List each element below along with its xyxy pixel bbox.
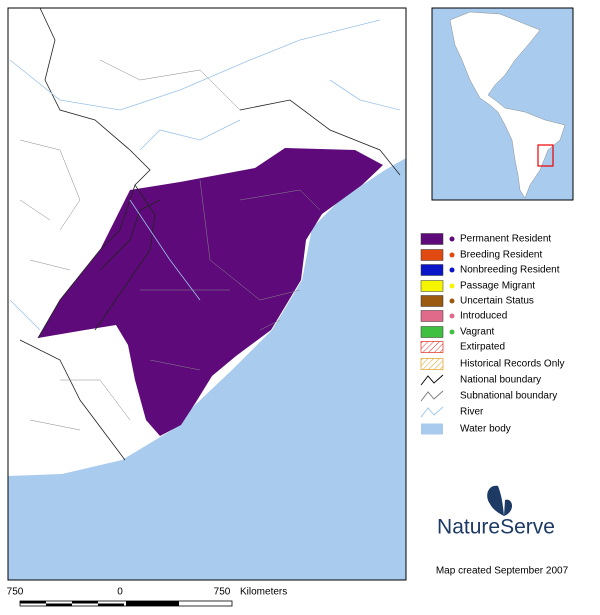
legend-swatch	[420, 280, 444, 292]
logo-butterfly	[487, 485, 513, 516]
legend-swatch	[420, 341, 444, 353]
legend-dot	[449, 283, 455, 289]
legend-label: Introduced	[460, 311, 507, 322]
main-map-frame	[7, 7, 407, 581]
legend-label: River	[460, 407, 484, 418]
legend-swatch	[420, 295, 444, 307]
legend-line	[420, 390, 444, 402]
legend-swatch	[421, 423, 443, 435]
inset-map	[432, 8, 573, 200]
map-shape	[20, 601, 46, 604]
map-shape	[98, 603, 124, 606]
legend-swatch	[420, 264, 444, 276]
legend-label: Vagrant	[460, 327, 495, 338]
legend-swatch	[420, 233, 444, 245]
inset-extent-box	[537, 144, 554, 167]
main-map	[8, 8, 406, 580]
river	[9, 19, 401, 331]
legend-dot	[449, 329, 455, 335]
map-shape	[46, 603, 72, 606]
legend-dot	[449, 298, 455, 304]
legend-dot	[449, 313, 455, 319]
legend-dot	[449, 267, 455, 273]
map-shape	[126, 601, 179, 606]
logo: NatureServe	[437, 485, 555, 539]
legend-line	[420, 406, 444, 418]
legend-line	[420, 374, 444, 386]
map-shape	[72, 601, 98, 604]
legend: Permanent Resident Breeding Resident Nonbr…	[420, 233, 564, 435]
legend-swatch	[420, 358, 444, 370]
national-boundary	[19, 8, 401, 461]
range-permanent-resident	[38, 148, 383, 436]
scale-unit: Kilometers	[240, 587, 287, 598]
legend-label: National boundary	[460, 375, 541, 386]
legend-label: Nonbreeding Resident	[460, 265, 560, 276]
legend-label: Passage Migrant	[460, 281, 535, 292]
legend-swatch	[420, 310, 444, 322]
legend-label: Subnational boundary	[460, 391, 557, 402]
legend-label: Extirpated	[460, 342, 505, 353]
logo-text: NatureServe	[437, 516, 555, 539]
scale-label: 0	[117, 587, 123, 598]
scale-bar: 750 0 750 Kilometers	[7, 587, 287, 607]
legend-swatch	[420, 249, 444, 261]
legend-label: Water body	[460, 424, 511, 435]
legend-label: Uncertain Status	[460, 296, 534, 307]
legend-label: Permanent Resident	[460, 234, 551, 245]
scale-label: 750	[7, 587, 24, 598]
inset-frame	[431, 7, 574, 201]
inset-land	[449, 11, 566, 199]
legend-swatch	[420, 326, 444, 338]
scale-label: 750	[214, 587, 231, 598]
water-body	[8, 158, 406, 580]
legend-label: Breeding Resident	[460, 250, 542, 261]
credit: Map created September 2007	[436, 566, 569, 577]
legend-label: Historical Records Only	[460, 359, 564, 370]
subnational-boundary	[19, 59, 321, 431]
legend-dot	[449, 252, 455, 258]
legend-dot	[449, 236, 455, 242]
